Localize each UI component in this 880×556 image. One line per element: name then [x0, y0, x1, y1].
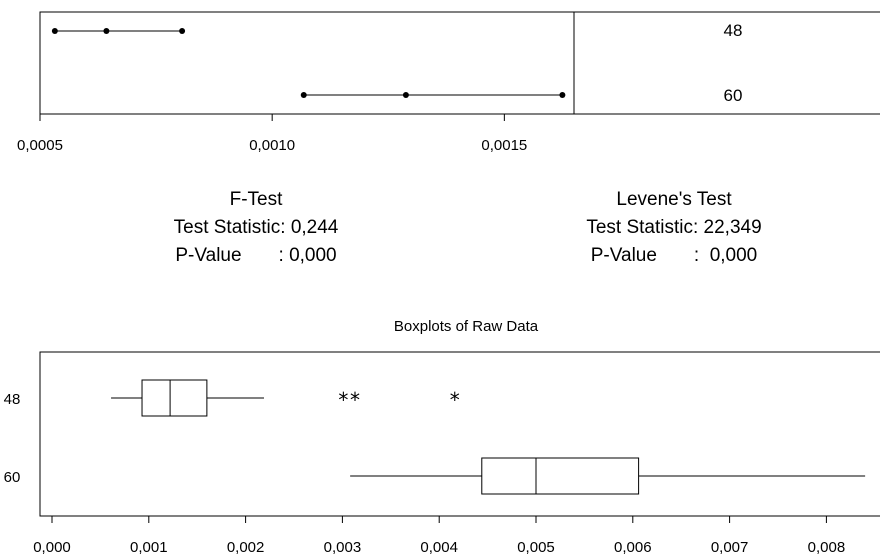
interval-point-48-upper — [179, 28, 186, 34]
boxplot-chart: Boxplots of Raw Data 48 60 * * * 0,000 0,00… — [4, 318, 880, 556]
box-xtick-label: 0,004 — [420, 539, 458, 556]
interval-plot: 48 60 0,0005 0,0010 0,0015 — [17, 11, 880, 154]
boxplot-ylabel-60: 60 — [4, 469, 21, 486]
interval-point-60-upper — [559, 92, 566, 98]
boxplot-ylabel-48: 48 — [4, 391, 21, 408]
f-test-pvalue: P-Value : 0,000 — [175, 245, 337, 266]
levene-test-pvalue: P-Value : 0,000 — [590, 245, 758, 266]
interval-label-60: 60 — [724, 86, 743, 105]
box-xtick-label: 0,008 — [808, 539, 846, 556]
box-xtick-label: 0,001 — [130, 539, 168, 556]
levene-test-title: Levene's Test — [616, 189, 732, 210]
box-xtick-label: 0,005 — [517, 539, 555, 556]
f-test-statistic: Test Statistic: 0,244 — [173, 217, 339, 238]
box-xtick-label: 0,002 — [227, 539, 265, 556]
interval-point-60-estimate — [402, 92, 409, 98]
levene-test-statistic: Test Statistic: 22,349 — [586, 217, 762, 238]
box-iqr-60 — [481, 457, 640, 495]
boxplot-frame — [39, 351, 880, 517]
interval-xtick-label: 0,0015 — [481, 137, 527, 154]
interval-point-60-lower — [300, 92, 307, 98]
interval-xtick-label: 0,0005 — [17, 137, 63, 154]
levene-test-panel: Levene's Test Test Statistic: 22,349 P-V… — [524, 186, 824, 270]
box-xtick-label: 0,000 — [33, 539, 71, 556]
interval-point-48-lower — [51, 28, 58, 34]
box-iqr-48 — [141, 379, 208, 417]
f-test-panel: F-Test Test Statistic: 0,244 P-Value : 0… — [106, 186, 406, 270]
box-xtick-label: 0,003 — [324, 539, 362, 556]
interval-point-48-estimate — [103, 28, 110, 34]
boxplot-title: Boxplots of Raw Data — [394, 318, 539, 335]
interval-xtick-label: 0,0010 — [249, 137, 295, 154]
interval-plot-frame — [39, 11, 880, 115]
box-xtick-label: 0,006 — [614, 539, 652, 556]
interval-label-48: 48 — [724, 21, 743, 40]
box-xtick-label: 0,007 — [711, 539, 749, 556]
box-outlier-48: * — [338, 388, 348, 412]
box-outlier-48: * — [450, 388, 460, 412]
f-test-title: F-Test — [229, 189, 283, 210]
box-outlier-48: * — [350, 388, 360, 412]
